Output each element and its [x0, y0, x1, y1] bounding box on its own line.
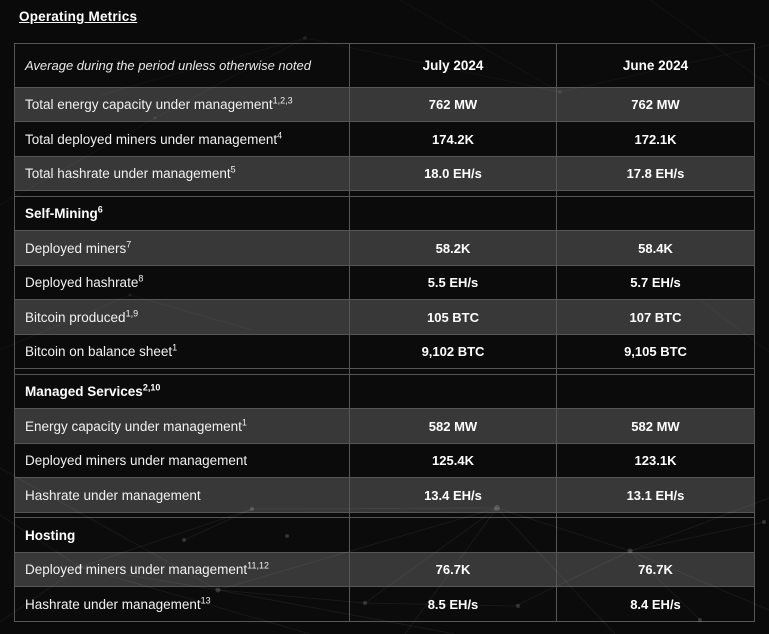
footnote-reference: 8: [138, 273, 144, 284]
value-june-2024: 13.1 EH/s: [556, 477, 755, 513]
metric-label: Total deployed miners under management4: [14, 121, 350, 157]
metric-label: Deployed miners under management11,12: [14, 551, 350, 588]
value-june-2024: [556, 373, 755, 410]
metric-label: Energy capacity under management1: [14, 408, 350, 444]
value-june-2024: 582 MW: [556, 408, 755, 444]
metric-row: Hashrate under management13 8.5 EH/s 8.4 E…: [14, 586, 755, 622]
value-july-2024: 5.5 EH/s: [349, 264, 557, 301]
metric-label: Bitcoin on balance sheet1: [14, 333, 350, 370]
operating-metrics-table: Average during the period unless otherwi…: [14, 43, 755, 622]
value-june-2024: 107 BTC: [556, 299, 755, 335]
value-june-2024: 5.7 EH/s: [556, 264, 755, 301]
value-june-2024: 9,105 BTC: [556, 333, 755, 370]
footnote-reference: 5: [230, 164, 236, 175]
footnote-reference: 7: [126, 239, 132, 250]
page-title: Operating Metrics: [19, 9, 138, 24]
metrics-table-body: Total energy capacity under management1,…: [14, 86, 755, 622]
metric-row: Energy capacity under management1 582 MW 5…: [14, 408, 755, 444]
metric-row: Total deployed miners under management4 1…: [14, 121, 755, 157]
section-header-row: Managed Services2,10: [14, 373, 755, 410]
metric-row: Deployed miners7 58.2K 58.4K: [14, 230, 755, 266]
metric-row: Bitcoin produced1,9 105 BTC 107 BTC: [14, 299, 755, 335]
section-title: Self-Mining6: [14, 196, 350, 232]
metric-label: Total energy capacity under management1,…: [14, 86, 350, 123]
column-header-june-2024: June 2024: [556, 43, 755, 88]
value-july-2024: [349, 373, 557, 410]
value-july-2024: 13.4 EH/s: [349, 477, 557, 513]
section-header-row: Self-Mining6: [14, 196, 755, 232]
footnote-reference: 4: [277, 130, 283, 141]
value-july-2024: 9,102 BTC: [349, 333, 557, 370]
value-july-2024: 18.0 EH/s: [349, 155, 557, 192]
metric-row: Total energy capacity under management1,…: [14, 86, 755, 123]
value-june-2024: [556, 517, 755, 553]
value-june-2024: 172.1K: [556, 121, 755, 157]
value-july-2024: 105 BTC: [349, 299, 557, 335]
footnote-reference: 6: [97, 204, 103, 215]
section-title: Managed Services2,10: [14, 373, 350, 410]
value-july-2024: 582 MW: [349, 408, 557, 444]
section-title: Hosting: [14, 517, 350, 553]
metric-row: Deployed miners under management 125.4K 12…: [14, 442, 755, 479]
value-june-2024: 58.4K: [556, 230, 755, 266]
metric-label: Total hashrate under management5: [14, 155, 350, 192]
metric-row: Total hashrate under management5 18.0 EH/…: [14, 155, 755, 192]
value-july-2024: [349, 196, 557, 232]
value-june-2024: 76.7K: [556, 551, 755, 588]
footnote-reference: 2,10: [142, 382, 161, 393]
metric-label: Bitcoin produced1,9: [14, 299, 350, 335]
value-july-2024: 8.5 EH/s: [349, 586, 557, 622]
table-header-row: Average during the period unless otherwi…: [14, 43, 755, 88]
footnote-reference: 1,9: [125, 308, 139, 319]
column-header-july-2024: July 2024: [349, 43, 557, 88]
value-july-2024: 125.4K: [349, 442, 557, 479]
footnote-reference: 11,12: [247, 560, 269, 571]
value-june-2024: 123.1K: [556, 442, 755, 479]
metric-label: Deployed hashrate8: [14, 264, 350, 301]
metric-label: Deployed miners under management: [14, 442, 350, 479]
metric-label: Hashrate under management13: [14, 586, 350, 622]
metric-label: Deployed miners7: [14, 230, 350, 266]
footnote-reference: 1,2,3: [272, 95, 293, 106]
metric-row: Bitcoin on balance sheet1 9,102 BTC 9,105 …: [14, 333, 755, 370]
value-june-2024: [556, 196, 755, 232]
table-note: Average during the period unless otherwi…: [14, 43, 350, 88]
metric-row: Hashrate under management 13.4 EH/s 13.1 E…: [14, 477, 755, 513]
metric-label: Hashrate under management: [14, 477, 350, 513]
footnote-reference: 1: [241, 417, 247, 428]
value-july-2024: 58.2K: [349, 230, 557, 266]
value-june-2024: 17.8 EH/s: [556, 155, 755, 192]
metric-row: Deployed hashrate8 5.5 EH/s 5.7 EH/s: [14, 264, 755, 301]
value-june-2024: 8.4 EH/s: [556, 586, 755, 622]
footnote-reference: 13: [200, 595, 211, 606]
value-july-2024: [349, 517, 557, 553]
section-header-row: Hosting: [14, 517, 755, 553]
value-june-2024: 762 MW: [556, 86, 755, 123]
footnote-reference: 1: [172, 342, 178, 353]
value-july-2024: 76.7K: [349, 551, 557, 588]
value-july-2024: 174.2K: [349, 121, 557, 157]
metric-row: Deployed miners under management11,12 76.…: [14, 551, 755, 588]
value-july-2024: 762 MW: [349, 86, 557, 123]
